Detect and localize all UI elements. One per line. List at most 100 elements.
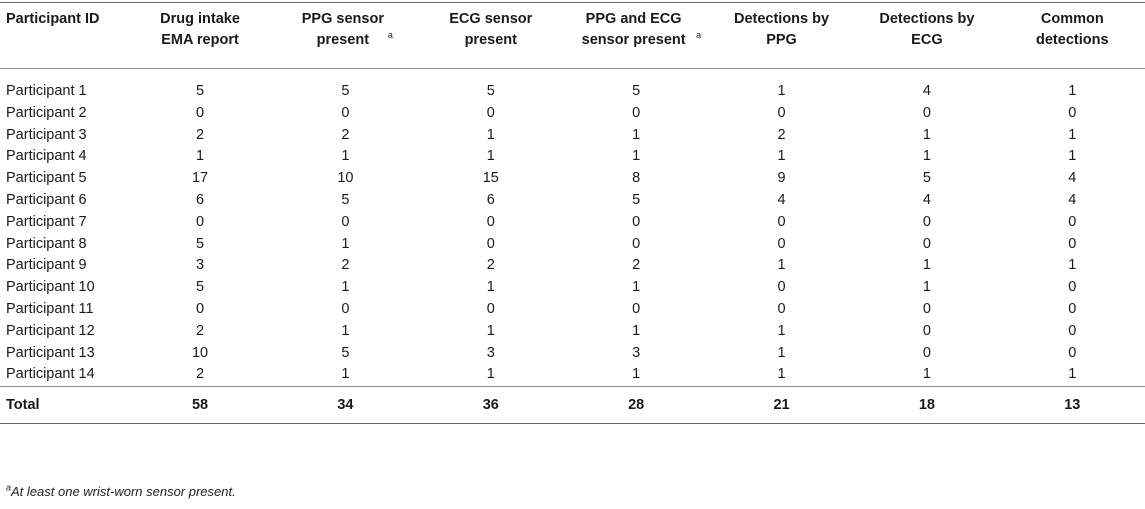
- table-row: Participant 5 17 10 15 8 9 5 4: [0, 168, 1145, 190]
- value-cell: 0: [922, 104, 931, 121]
- table-row: Participant 12 2 1 1 1 1 0 0: [0, 321, 1145, 343]
- value-cell: 1: [632, 279, 641, 296]
- table-row: Participant 11 0 0 0 0 0 0 0: [0, 299, 1145, 321]
- table-row: Participant 13 10 5 3 3 1 0 0: [0, 343, 1145, 365]
- value-cell: 2: [777, 126, 786, 143]
- value-cell: 5: [341, 83, 350, 99]
- value-cell: 4: [922, 83, 931, 99]
- value-cell: 1: [922, 366, 931, 383]
- value-cell: 0: [486, 300, 495, 317]
- value-cell: 1: [632, 366, 641, 383]
- table-row: Participant 14 2 1 1 1 1 1 1: [0, 364, 1145, 386]
- value-cell: 0: [1068, 322, 1077, 339]
- participant-id-cell: Participant 12: [6, 322, 95, 339]
- value-cell: 0: [632, 235, 641, 252]
- value-cell: 0: [922, 344, 931, 361]
- value-cell: 0: [341, 213, 350, 230]
- value-cell: 1: [777, 148, 786, 165]
- value-cell: 1: [341, 148, 350, 165]
- value-cell: 2: [195, 322, 205, 339]
- data-table: Participant ID Drug intake EMA report PP…: [0, 2, 1145, 425]
- value-cell: 17: [191, 170, 209, 187]
- total-value: 21: [708, 386, 855, 425]
- value-cell: 1: [1068, 83, 1077, 99]
- table-row: Participant 1 5 5 5 5 1 4 1: [0, 69, 1145, 103]
- value-cell: 10: [337, 170, 354, 187]
- value-cell: 0: [632, 104, 641, 121]
- value-cell: 4: [922, 191, 931, 208]
- column-header: PPG and ECG sensor present a: [563, 2, 709, 69]
- value-cell: 3: [486, 344, 495, 361]
- value-cell: 0: [486, 213, 495, 230]
- value-cell: 3: [632, 344, 641, 361]
- value-cell: 0: [1068, 300, 1077, 317]
- participant-id-cell: Participant 2: [6, 104, 87, 121]
- value-cell: 1: [195, 148, 205, 165]
- value-cell: 1: [922, 257, 931, 274]
- value-cell: 10: [191, 344, 209, 361]
- value-cell: 0: [341, 300, 350, 317]
- value-cell: 4: [1068, 170, 1077, 187]
- value-cell: 0: [195, 213, 205, 230]
- value-cell: 0: [777, 279, 786, 296]
- value-cell: 0: [1068, 213, 1077, 230]
- value-cell: 2: [195, 366, 205, 383]
- value-cell: 2: [195, 126, 205, 143]
- value-cell: 1: [922, 279, 931, 296]
- participant-id-cell: Participant 1: [6, 83, 87, 99]
- value-cell: 5: [632, 191, 641, 208]
- table-row: Participant 4 1 1 1 1 1 1 1: [0, 146, 1145, 168]
- value-cell: 1: [777, 83, 786, 99]
- value-cell: 5: [341, 191, 350, 208]
- value-cell: 5: [195, 83, 205, 99]
- value-cell: 9: [777, 170, 786, 187]
- value-cell: 0: [341, 104, 350, 121]
- value-cell: 5: [195, 235, 205, 252]
- value-cell: 0: [777, 213, 786, 230]
- value-cell: 1: [777, 322, 786, 339]
- value-cell: 2: [341, 126, 350, 143]
- value-cell: 5: [922, 170, 931, 187]
- total-value: 58: [127, 386, 273, 425]
- value-cell: 2: [632, 257, 641, 274]
- header-row: Participant ID Drug intake EMA report PP…: [0, 2, 1145, 69]
- participant-id-cell: Participant 14: [6, 366, 95, 383]
- value-cell: 5: [341, 344, 350, 361]
- value-cell: 1: [1068, 257, 1077, 274]
- value-cell: 2: [486, 257, 495, 274]
- table-row: Participant 3 2 2 1 1 2 1 1: [0, 125, 1145, 147]
- participant-id-cell: Participant 11: [6, 300, 94, 317]
- total-value: 18: [854, 386, 1000, 425]
- value-cell: 0: [777, 104, 786, 121]
- value-cell: 1: [486, 279, 495, 296]
- table-row: Participant 6 6 5 6 5 4 4 4: [0, 190, 1145, 212]
- table-body: Participant 1 5 5 5 5 1 4 1 Participant 2 0 0 0 0 0 0 0…: [0, 69, 1145, 425]
- value-cell: 1: [632, 148, 641, 165]
- participant-id-cell: Participant 4: [6, 148, 87, 165]
- participant-id-cell: Participant 10: [6, 279, 95, 296]
- value-cell: 2: [341, 257, 350, 274]
- value-cell: 1: [486, 126, 495, 143]
- value-cell: 0: [632, 213, 641, 230]
- value-cell: 0: [922, 300, 931, 317]
- value-cell: 1: [1068, 366, 1077, 383]
- value-cell: 1: [632, 126, 641, 143]
- participant-id-cell: Participant 6: [6, 191, 87, 208]
- value-cell: 6: [195, 191, 205, 208]
- value-cell: 0: [486, 104, 495, 121]
- value-cell: 5: [195, 279, 205, 296]
- total-label: Total: [0, 386, 128, 425]
- value-cell: 1: [777, 344, 786, 361]
- column-header: Participant ID: [0, 2, 128, 69]
- value-cell: 0: [922, 322, 931, 339]
- value-cell: 0: [486, 235, 495, 252]
- total-value: 36: [418, 386, 564, 425]
- column-header: Drug intake EMA report: [127, 2, 273, 69]
- value-cell: 0: [1068, 344, 1077, 361]
- column-header: Detections by ECG: [854, 2, 1000, 69]
- table-row: Participant 10 5 1 1 1 0 1 0: [0, 277, 1145, 299]
- participant-id-cell: Participant 3: [6, 126, 87, 143]
- value-cell: 1: [777, 257, 786, 274]
- total-row: Total 58 34 36 28 21 18 13: [0, 386, 1145, 425]
- table-row: Participant 9 3 2 2 2 1 1 1: [0, 255, 1145, 277]
